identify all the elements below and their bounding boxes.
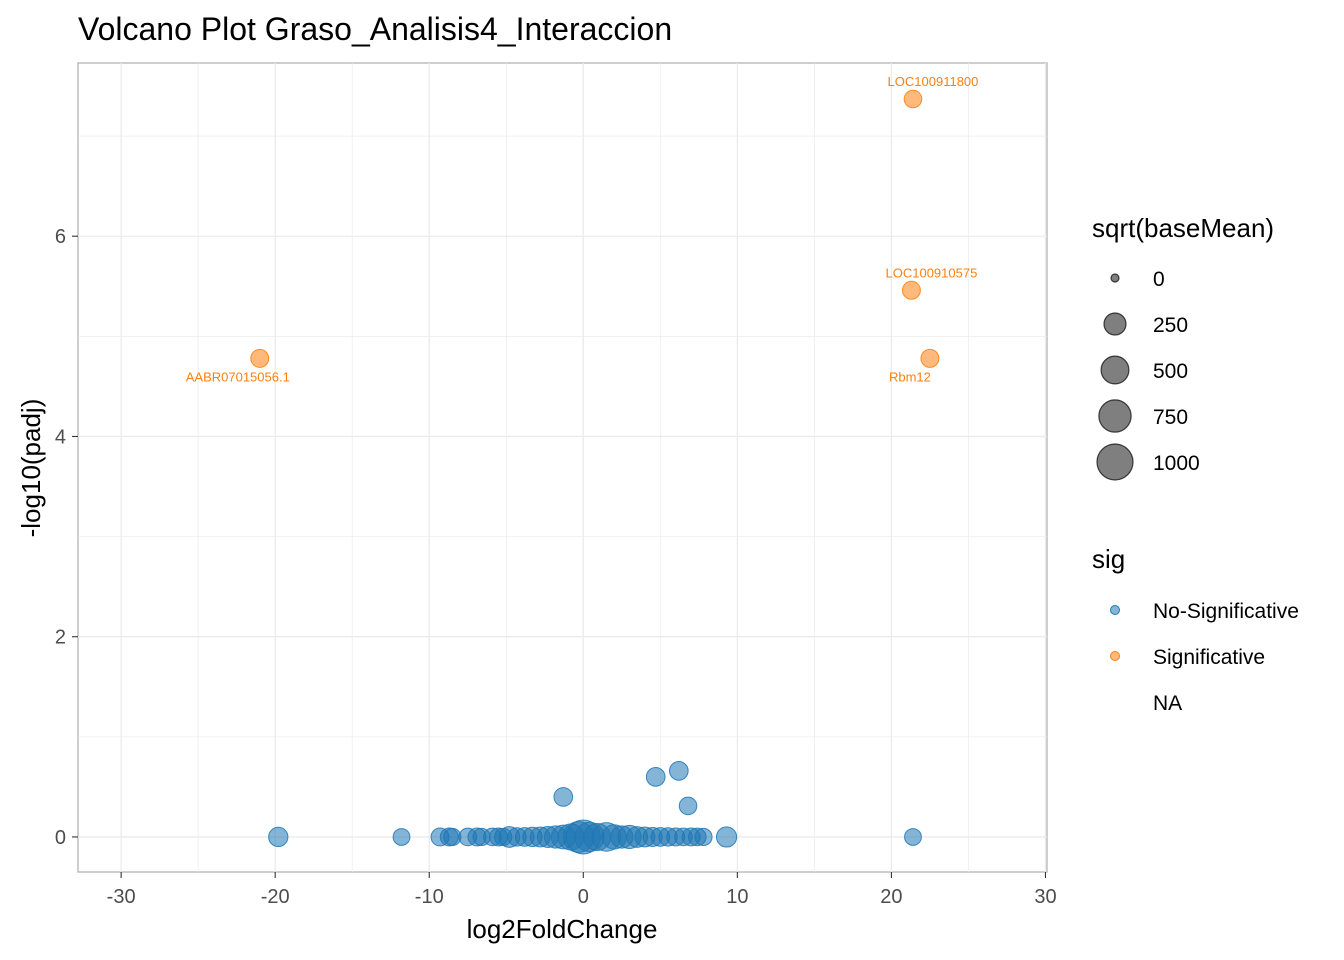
plot-panel [77, 62, 1048, 873]
x-tick-label: 10 [726, 886, 748, 908]
y-axis-ticks: 0 2 4 6 [55, 226, 78, 849]
y-tick-label: 2 [55, 627, 66, 649]
data-point [494, 827, 513, 847]
size-legend-label: 0 [1153, 268, 1165, 291]
data-point [920, 348, 940, 368]
data-point [268, 826, 289, 848]
gene-label: AABR07015056.1 [186, 369, 290, 384]
size-legend-title: sqrt(baseMean) [1092, 213, 1274, 243]
x-tick-label: 0 [578, 886, 589, 908]
y-tick-label: 0 [55, 827, 66, 849]
x-tick-label: -30 [107, 886, 136, 908]
data-point [443, 827, 462, 847]
x-tick-label: -10 [415, 886, 444, 908]
size-legend-key [1096, 443, 1134, 481]
size-legend-key [1110, 273, 1120, 283]
data-point [678, 796, 698, 816]
data-point [392, 828, 411, 846]
chart-title: Volcano Plot Graso_Analisis4_Interaccion [78, 11, 672, 47]
data-point [553, 787, 574, 807]
data-point [472, 827, 491, 847]
gene-label: Rbm12 [889, 369, 931, 384]
size-legend-key [1100, 355, 1130, 385]
data-point [645, 767, 666, 787]
data-point [901, 280, 921, 300]
gene-label: LOC100911800 [888, 74, 979, 89]
sig-legend: No-Significative Significative NA [1110, 600, 1299, 715]
data-point [668, 761, 689, 781]
x-axis-title: log2FoldChange [467, 914, 658, 944]
data-point [694, 827, 713, 847]
data-points [250, 89, 940, 855]
size-legend-key [1098, 399, 1132, 433]
size-legend-label: 250 [1153, 314, 1188, 337]
data-point [903, 89, 923, 109]
data-point [904, 828, 922, 846]
data-point [250, 348, 270, 368]
x-axis-ticks: -30 -20 -10 0 10 20 30 [107, 872, 1057, 908]
data-point [715, 826, 738, 848]
sig-legend-label: NA [1153, 692, 1182, 715]
sig-legend-key [1110, 605, 1120, 615]
x-tick-label: -20 [261, 886, 290, 908]
y-axis-title: -log10(padj) [16, 399, 46, 538]
y-tick-label: 4 [55, 426, 66, 448]
size-legend-key [1103, 312, 1127, 336]
x-tick-label: 30 [1034, 886, 1056, 908]
x-tick-label: 20 [880, 886, 902, 908]
size-legend-label: 500 [1153, 360, 1188, 383]
y-tick-label: 6 [55, 226, 66, 248]
size-legend: 0 250 500 750 1000 [1096, 268, 1200, 481]
sig-legend-label: Significative [1153, 646, 1265, 669]
sig-legend-key [1110, 651, 1120, 661]
size-legend-label: 750 [1153, 406, 1188, 429]
gene-labels: LOC100911800 LOC100910575 AABR07015056.1 Rb… [186, 74, 979, 384]
sig-legend-label: No-Significative [1153, 600, 1299, 623]
gene-label: LOC100910575 [886, 265, 978, 280]
size-legend-label: 1000 [1153, 452, 1200, 475]
sig-legend-title: sig [1092, 544, 1125, 574]
